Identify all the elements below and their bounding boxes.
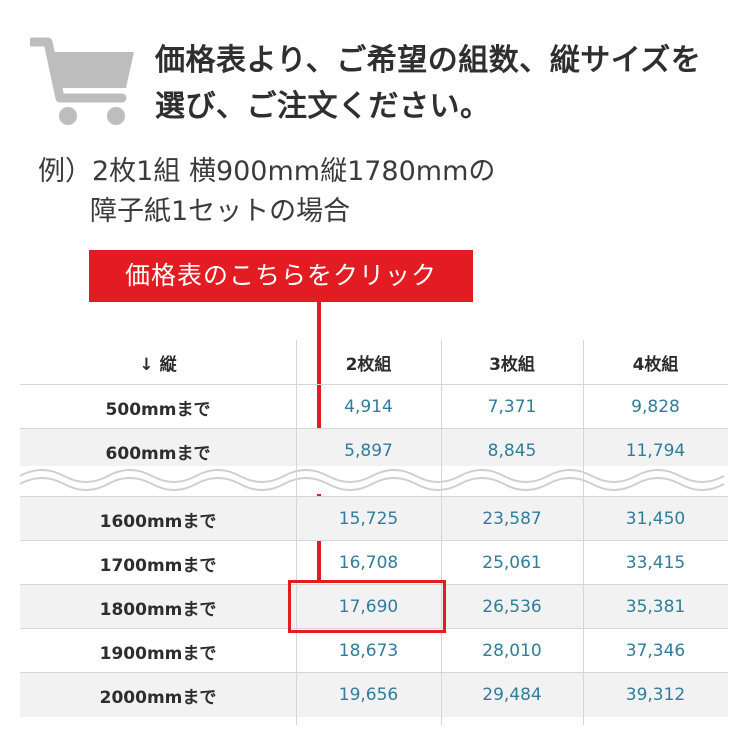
price-cell[interactable]: 15,725	[338, 509, 399, 529]
example-line-2: 障子紙1セットの場合	[90, 196, 351, 227]
row-size: 500mmまで	[105, 399, 211, 420]
column-divider	[296, 340, 297, 725]
price-table: ↓ 縦 2枚組 3枚組 4枚組 500mmまで 4,914 7,371 9,82…	[20, 340, 728, 725]
price-cell[interactable]: 31,450	[625, 509, 686, 529]
example-line-1: 例）2枚1組 横900mm縦1780mmの	[38, 156, 496, 187]
price-cell[interactable]: 39,312	[625, 685, 686, 705]
price-cell[interactable]: 29,484	[482, 685, 542, 705]
headline-line-2: 選び、ご注文ください。	[155, 89, 491, 124]
price-cell[interactable]: 37,346	[625, 641, 686, 661]
row-size: 1700mmまで	[99, 555, 217, 576]
price-cell[interactable]: 7,371	[487, 397, 537, 417]
price-cell[interactable]: 9,828	[631, 397, 680, 417]
table-header-row: ↓ 縦 2枚組 3枚組 4枚組	[20, 340, 728, 384]
price-cell[interactable]: 25,061	[482, 553, 542, 573]
header-3-set: 3枚組	[489, 354, 535, 375]
instruction-headline: 価格表より、ご希望の組数、縦サイズを 選び、ご注文ください。	[155, 38, 735, 130]
example-text: 例）2枚1組 横900mm縦1780mmの 障子紙1セットの場合	[38, 152, 495, 232]
header-2-set: 2枚組	[345, 354, 392, 375]
table-row[interactable]: 1800mmまで 17,690 26,536 35,381	[20, 584, 728, 629]
table-row[interactable]: 1600mmまで 15,725 23,587 31,450	[20, 496, 728, 541]
price-cell[interactable]: 23,587	[482, 509, 542, 529]
table-break-wave	[20, 466, 728, 494]
table-row[interactable]: 500mmまで 4,914 7,371 9,828	[20, 384, 728, 429]
shopping-cart-icon	[30, 37, 134, 125]
table-row[interactable]: 1900mmまで 18,673 28,010 37,346	[20, 628, 728, 673]
price-cell-highlighted[interactable]: 17,690	[338, 597, 399, 617]
row-size: 2000mmまで	[99, 687, 217, 708]
row-size: 1600mmまで	[99, 511, 217, 532]
highlight-box	[288, 580, 446, 633]
header-height-col: ↓ 縦	[20, 350, 296, 375]
price-cell[interactable]: 19,656	[338, 685, 399, 705]
price-cell[interactable]: 28,010	[482, 641, 542, 661]
price-cell[interactable]: 5,897	[344, 441, 393, 461]
arrow-down-icon: ↓	[139, 354, 154, 375]
column-divider	[441, 340, 442, 725]
table-row[interactable]: 600mmまで 5,897 8,845 11,794	[20, 428, 728, 473]
price-cell[interactable]: 16,708	[338, 553, 399, 573]
price-cell[interactable]: 8,845	[487, 441, 537, 461]
row-size: 1800mmまで	[99, 599, 217, 620]
price-cell[interactable]: 4,914	[344, 397, 393, 417]
price-cell[interactable]: 18,673	[338, 641, 399, 661]
price-cell[interactable]: 11,794	[625, 441, 686, 461]
headline-line-1: 価格表より、ご希望の組数、縦サイズを	[155, 43, 702, 78]
row-size: 600mmまで	[105, 443, 211, 464]
price-cell[interactable]: 26,536	[482, 597, 542, 617]
header-height-label: 縦	[159, 354, 177, 375]
table-row[interactable]: 1700mmまで 16,708 25,061 33,415	[20, 540, 728, 585]
table-row[interactable]: 2000mmまで 19,656 29,484 39,312	[20, 672, 728, 717]
price-cell[interactable]: 33,415	[625, 553, 686, 573]
header-4-set: 4枚組	[632, 354, 679, 375]
column-divider	[583, 340, 584, 725]
click-here-callout: 価格表のこちらをクリック	[89, 250, 473, 302]
row-size: 1900mmまで	[99, 643, 217, 664]
price-cell[interactable]: 35,381	[625, 597, 686, 617]
